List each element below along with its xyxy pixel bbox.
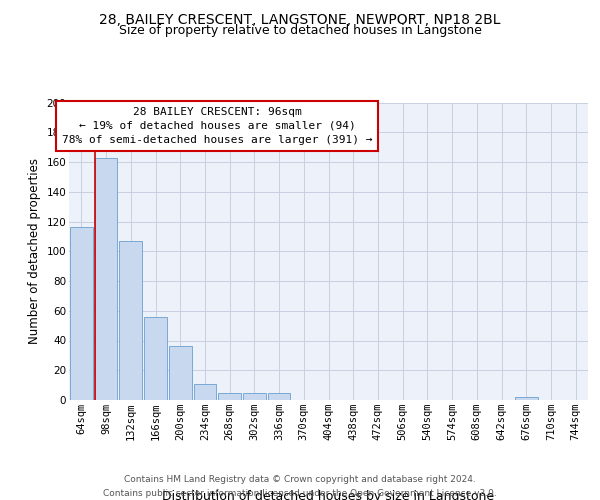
Bar [119,241,142,400]
Bar [515,397,538,400]
Text: 28, BAILEY CRESCENT, LANGSTONE, NEWPORT, NP18 2BL: 28, BAILEY CRESCENT, LANGSTONE, NEWPORT,… [99,12,501,26]
Text: Size of property relative to detached houses in Langstone: Size of property relative to detached ho… [119,24,481,37]
Bar [218,392,241,400]
Bar [194,384,216,400]
Bar [70,228,93,400]
Bar [169,346,191,400]
X-axis label: Distribution of detached houses by size in Langstone: Distribution of detached houses by size … [163,490,494,500]
Bar [243,392,266,400]
Bar [95,158,118,400]
Text: Contains HM Land Registry data © Crown copyright and database right 2024.
Contai: Contains HM Land Registry data © Crown c… [103,476,497,498]
Y-axis label: Number of detached properties: Number of detached properties [28,158,41,344]
Bar [268,392,290,400]
Bar [144,316,167,400]
Text: 28 BAILEY CRESCENT: 96sqm
← 19% of detached houses are smaller (94)
78% of semi-: 28 BAILEY CRESCENT: 96sqm ← 19% of detac… [62,107,372,145]
